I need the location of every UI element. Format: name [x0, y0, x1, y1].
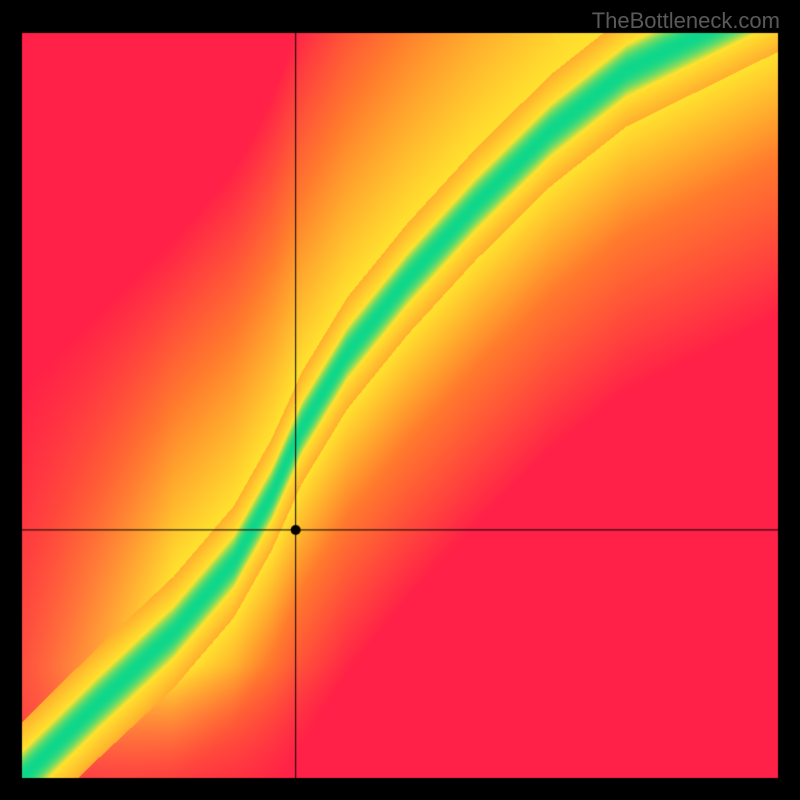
bottleneck-heatmap	[0, 0, 800, 800]
chart-container: TheBottleneck.com	[0, 0, 800, 800]
watermark-text: TheBottleneck.com	[592, 8, 780, 34]
